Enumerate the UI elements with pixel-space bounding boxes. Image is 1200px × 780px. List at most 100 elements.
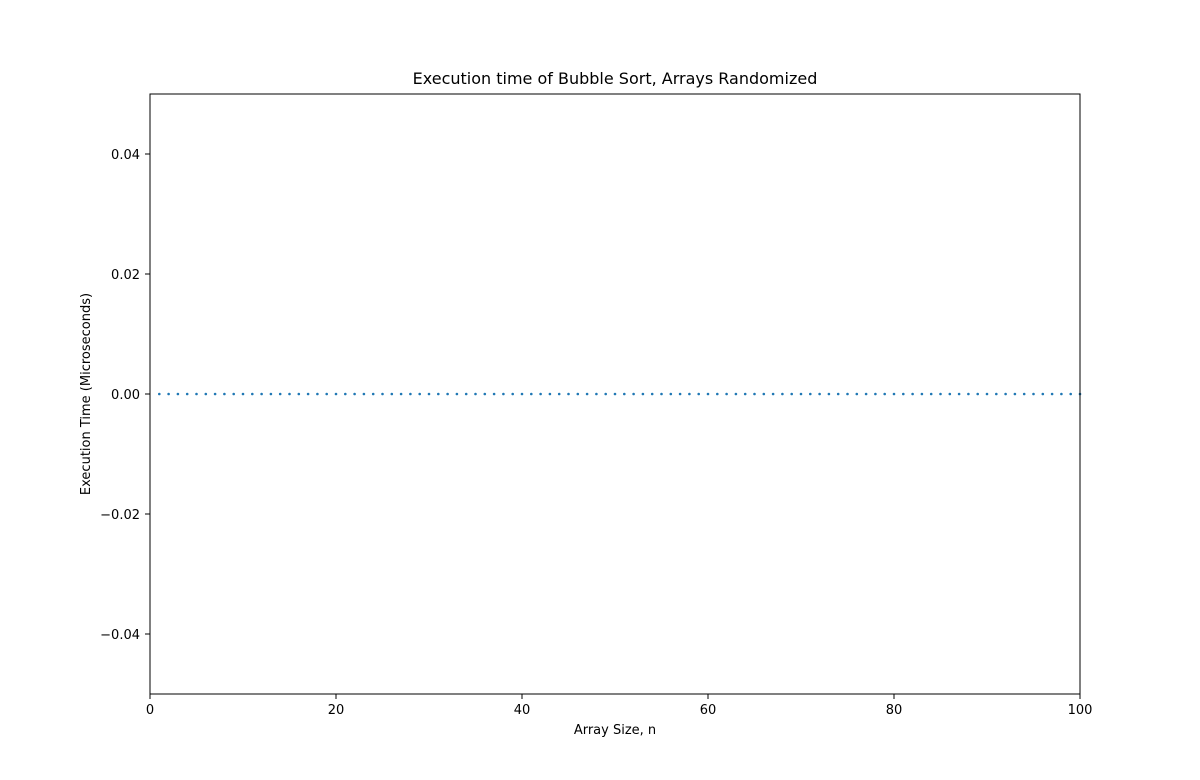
- data-point: [781, 392, 784, 396]
- y-tick-label: 0.04: [111, 148, 140, 163]
- data-point: [418, 392, 422, 396]
- data-point: [799, 392, 803, 396]
- data-point: [985, 392, 989, 396]
- data-point: [874, 392, 877, 396]
- data-point: [957, 392, 961, 396]
- data-point: [278, 392, 282, 396]
- data-point: [1069, 392, 1072, 396]
- data-point: [725, 392, 728, 396]
- data-point: [948, 392, 952, 396]
- data-point: [613, 392, 617, 396]
- data-point: [678, 392, 682, 396]
- data-point: [595, 392, 598, 396]
- x-tick-label: 80: [886, 703, 903, 718]
- data-point: [939, 392, 942, 396]
- data-point: [753, 392, 756, 396]
- data-point: [734, 392, 738, 396]
- data-point: [623, 392, 626, 396]
- data-point: [576, 392, 580, 396]
- data-point: [920, 392, 924, 396]
- data-point: [883, 392, 886, 396]
- y-tick-label: −0.02: [100, 508, 140, 523]
- x-tick-label: 60: [700, 703, 717, 718]
- data-point: [437, 392, 440, 396]
- data-point: [660, 392, 663, 396]
- data-point: [455, 392, 459, 396]
- data-point: [632, 392, 635, 396]
- data-point: [1041, 392, 1045, 396]
- data-point: [158, 392, 161, 396]
- data-point: [902, 392, 905, 396]
- data-point: [511, 392, 514, 396]
- data-point: [306, 392, 310, 396]
- x-axis: 0 20 40 60 80 100: [146, 694, 1093, 718]
- data-point: [548, 392, 552, 396]
- data-point: [427, 392, 431, 396]
- data-point: [446, 392, 449, 396]
- data-point: [334, 392, 338, 396]
- y-tick-label: 0.00: [111, 388, 140, 403]
- data-point: [1050, 392, 1054, 396]
- data-point: [688, 392, 691, 396]
- data-point: [706, 392, 710, 396]
- data-point: [520, 392, 524, 396]
- data-point: [297, 392, 301, 396]
- y-axis: 0.04 0.02 0.00 −0.02 −0.04: [100, 148, 150, 643]
- x-tick-label: 40: [514, 703, 531, 718]
- data-point: [325, 392, 329, 396]
- data-point: [650, 392, 654, 396]
- data-point: [288, 392, 291, 396]
- data-point: [344, 392, 347, 396]
- data-point: [483, 392, 487, 396]
- data-point: [399, 392, 403, 396]
- data-point: [743, 392, 747, 396]
- y-tick-label: −0.04: [100, 628, 140, 643]
- data-point: [502, 392, 505, 396]
- data-point: [697, 392, 700, 396]
- data-point: [976, 392, 979, 396]
- data-point: [185, 392, 189, 396]
- data-point: [241, 392, 245, 396]
- data-point: [362, 392, 366, 396]
- data-point: [846, 392, 849, 396]
- data-point: [762, 392, 766, 396]
- x-tick-label: 20: [328, 703, 345, 718]
- data-point: [827, 392, 831, 396]
- data-point: [716, 392, 719, 396]
- data-point: [1032, 392, 1035, 396]
- x-axis-label: Array Size, n: [574, 723, 656, 738]
- x-tick-label: 0: [146, 703, 154, 718]
- data-point: [204, 392, 208, 396]
- data-point: [381, 392, 384, 396]
- data-point: [492, 392, 496, 396]
- data-point: [167, 392, 170, 396]
- x-tick-label: 100: [1068, 703, 1093, 718]
- data-point: [864, 392, 868, 396]
- data-point: [353, 392, 356, 396]
- data-point: [557, 392, 561, 396]
- data-point: [223, 392, 226, 396]
- data-point: [929, 392, 933, 396]
- data-point: [213, 392, 217, 396]
- data-point: [251, 392, 254, 396]
- data-point: [371, 392, 375, 396]
- data-point: [855, 392, 859, 396]
- data-point: [539, 392, 542, 396]
- data-point: [892, 392, 896, 396]
- data-point: [967, 392, 970, 396]
- data-point: [911, 392, 914, 396]
- data-point: [530, 392, 533, 396]
- data-point: [1013, 392, 1017, 396]
- data-point: [836, 392, 840, 396]
- data-point: [269, 392, 273, 396]
- data-point: [1060, 392, 1063, 396]
- data-point: [669, 392, 673, 396]
- data-point: [641, 392, 645, 396]
- data-point: [818, 392, 821, 396]
- data-point: [232, 392, 235, 396]
- data-point: [790, 392, 793, 396]
- data-point: [464, 392, 468, 396]
- data-point: [1022, 392, 1026, 396]
